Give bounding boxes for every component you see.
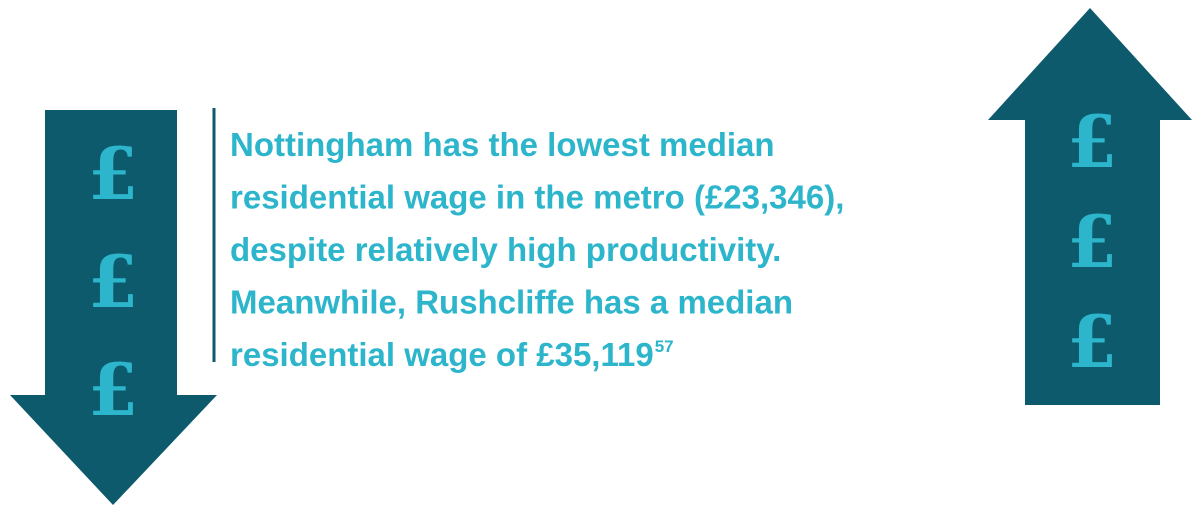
- pound-symbol: £: [88, 239, 138, 324]
- right-symbols: £ £ £: [1067, 99, 1117, 384]
- statement-line: residential wage in the metro (£23,346),: [230, 179, 844, 216]
- footnote-marker: 57: [655, 337, 674, 356]
- pound-symbol: £: [1067, 99, 1117, 184]
- pound-symbol: £: [1067, 299, 1117, 384]
- statement-line: Nottingham has the lowest median: [230, 126, 775, 163]
- down-arrow: [10, 110, 217, 505]
- pound-symbol: £: [1067, 199, 1117, 284]
- pound-symbol: £: [88, 131, 138, 216]
- statement-line: Meanwhile, Rushcliffe has a median: [230, 284, 793, 321]
- pound-symbol: £: [88, 347, 138, 432]
- statement: Nottingham has the lowest median resident…: [230, 126, 844, 373]
- up-arrow: [988, 8, 1192, 405]
- left-symbols: £ £ £: [88, 131, 138, 432]
- statement-line: residential wage of £35,119: [230, 336, 654, 373]
- statement-line: despite relatively high productivity.: [230, 231, 781, 268]
